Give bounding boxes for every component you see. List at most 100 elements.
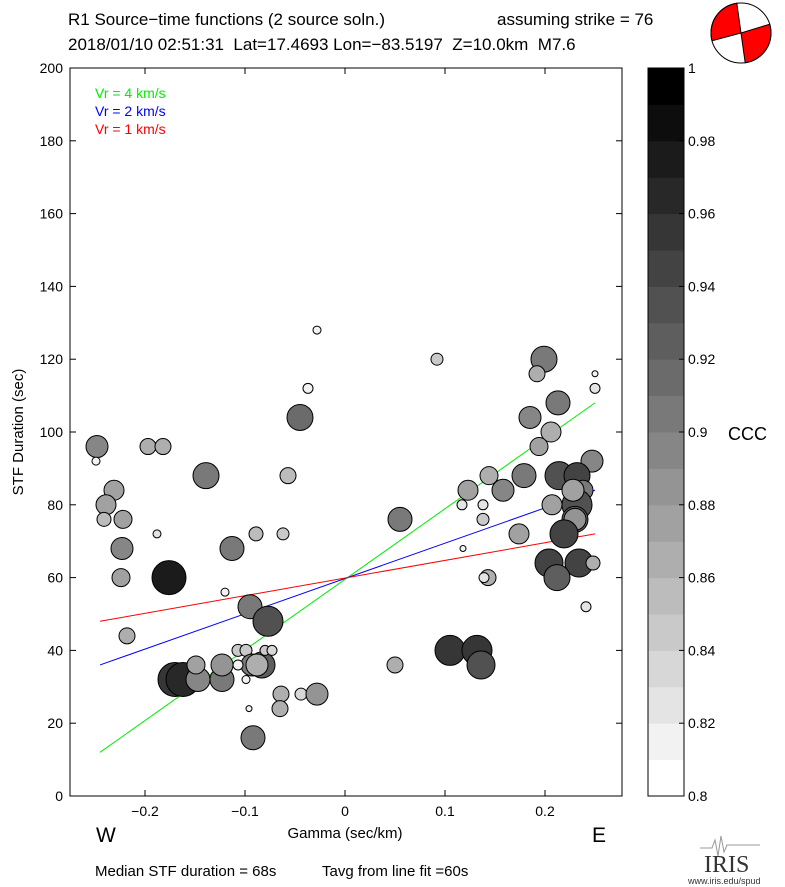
data-point xyxy=(478,572,490,584)
fit-line-3 xyxy=(99,533,596,622)
data-point xyxy=(240,725,266,751)
iris-logo-text: IRIS xyxy=(704,852,749,878)
data-point xyxy=(305,682,329,706)
data-point xyxy=(154,438,172,456)
data-point xyxy=(111,568,131,588)
colorbar-bin xyxy=(648,541,684,579)
data-point xyxy=(491,478,515,502)
data-point xyxy=(266,644,278,656)
strike-text: assuming strike = 76 xyxy=(497,10,653,29)
colorbar-bin xyxy=(648,504,684,542)
colorbar-bin xyxy=(648,322,684,360)
data-point xyxy=(545,390,571,416)
x-tick-label: −0.2 xyxy=(131,803,159,819)
colorbar-label: CCC xyxy=(728,424,767,444)
colorbar-tick-label: 0.86 xyxy=(688,570,715,586)
data-point xyxy=(543,564,571,592)
data-point xyxy=(118,627,136,645)
beachball-outline xyxy=(710,2,772,64)
data-point xyxy=(541,494,563,516)
colorbar-bin xyxy=(648,650,684,688)
data-point xyxy=(529,437,549,457)
colorbar-bin xyxy=(648,577,684,615)
colorbar-bin xyxy=(648,432,684,469)
data-point xyxy=(591,370,599,378)
x-tick-label: 0.1 xyxy=(435,803,455,819)
data-point xyxy=(110,536,134,560)
legend-vr1: Vr = 1 km/s xyxy=(95,121,166,137)
data-point xyxy=(430,352,444,366)
data-point xyxy=(220,587,230,597)
event-info: 2018/01/10 02:51:31 Lat=17.4693 Lon=−83.… xyxy=(68,35,576,54)
data-point xyxy=(528,365,546,383)
colorbar-tick-label: 0.96 xyxy=(688,206,715,222)
data-point xyxy=(476,512,490,526)
data-point xyxy=(585,555,601,571)
data-point xyxy=(479,466,499,486)
data-point xyxy=(113,509,133,529)
data-point xyxy=(561,478,585,502)
colorbar-bin xyxy=(648,395,684,433)
data-point xyxy=(252,605,284,637)
data-point xyxy=(271,700,289,718)
colorbar-tick-label: 0.8 xyxy=(688,788,708,804)
colorbar-tick-label: 1 xyxy=(688,60,696,76)
data-point xyxy=(192,462,220,490)
data-point xyxy=(434,634,466,666)
data-point xyxy=(518,405,542,429)
y-tick-label: 20 xyxy=(47,715,63,731)
colorbar-bin xyxy=(648,286,684,324)
x-axis-label: Gamma (sec/km) xyxy=(287,825,402,842)
colorbar-tick-label: 0.9 xyxy=(688,424,708,440)
y-tick-label: 100 xyxy=(40,424,64,440)
colorbar-tick-label: 0.92 xyxy=(688,351,715,367)
east-label: E xyxy=(592,824,606,847)
west-label: W xyxy=(96,824,116,847)
colorbar-tick-label: 0.94 xyxy=(688,278,715,294)
colorbar-bin xyxy=(648,68,684,105)
data-point xyxy=(96,511,112,527)
data-point xyxy=(272,685,290,703)
x-tick-label: −0.1 xyxy=(231,803,259,819)
data-point xyxy=(459,544,467,552)
y-tick-label: 60 xyxy=(47,570,63,586)
y-tick-label: 200 xyxy=(40,60,64,76)
data-point xyxy=(152,529,162,539)
colorbar-bin xyxy=(648,759,684,797)
median-duration-text: Median STF duration = 68s xyxy=(95,863,276,880)
data-point xyxy=(457,479,479,501)
data-point xyxy=(580,601,592,613)
data-point xyxy=(387,506,413,532)
legend-vr2: Vr = 2 km/s xyxy=(95,103,166,119)
data-point xyxy=(186,655,206,675)
data-point xyxy=(219,535,245,561)
y-tick-label: 140 xyxy=(40,278,64,294)
y-tick-label: 0 xyxy=(55,788,63,804)
data-point xyxy=(386,656,404,674)
data-point xyxy=(312,325,322,335)
data-point xyxy=(511,463,537,489)
data-point xyxy=(508,523,530,545)
colorbar-bin xyxy=(648,177,684,215)
data-point xyxy=(589,382,601,394)
chart-title: R1 Source−time functions (2 source soln.… xyxy=(68,10,385,29)
data-point xyxy=(302,382,314,394)
iris-url-text: www.iris.edu/spud xyxy=(687,876,761,886)
y-tick-label: 160 xyxy=(40,206,64,222)
data-point xyxy=(540,421,562,443)
colorbar-tick-label: 0.82 xyxy=(688,715,715,731)
x-tick-label: 0 xyxy=(341,803,349,819)
data-point xyxy=(245,705,253,713)
data-point xyxy=(276,527,290,541)
y-tick-label: 40 xyxy=(47,642,63,658)
data-point xyxy=(466,650,496,680)
x-tick-label: 0.2 xyxy=(535,803,555,819)
colorbar-bin xyxy=(648,140,684,178)
colorbar-bin xyxy=(648,468,684,506)
data-point xyxy=(286,403,314,431)
iris-logo: IRIS www.iris.edu/spud xyxy=(687,835,761,886)
data-point xyxy=(85,435,109,459)
colorbar-tick-label: 0.98 xyxy=(688,133,715,149)
y-tick-label: 120 xyxy=(40,351,64,367)
colorbar-tick-label: 0.84 xyxy=(688,642,715,658)
